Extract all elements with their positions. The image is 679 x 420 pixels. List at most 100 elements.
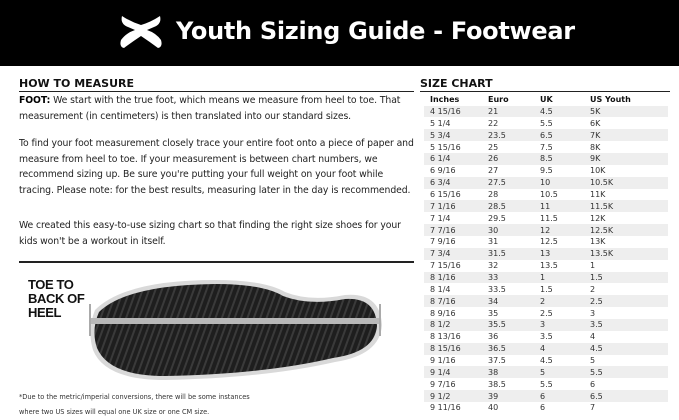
table-cell: 36.5	[488, 344, 506, 354]
table-cell: 31	[488, 237, 499, 247]
column-header: US Youth	[590, 94, 631, 104]
table-row: 7 3/4 31.5 13 13.5K	[424, 247, 668, 260]
table-row: 5 15/16 25 7.5 8K	[424, 141, 668, 153]
table-cell: 7 9/16	[430, 237, 456, 247]
table-cell: 1	[590, 261, 596, 271]
table-cell: 6	[590, 379, 596, 389]
table-cell: 7 7/16	[430, 225, 456, 235]
table-cell: 35.5	[488, 320, 506, 330]
table-row: 8 1/16 33 1 1.5	[424, 271, 668, 284]
table-cell: 9 1/2	[430, 391, 451, 401]
table-row: 8 13/16 36 3.5 4	[424, 331, 668, 343]
table-cell: 2	[590, 284, 596, 294]
label-line: TOE TO	[28, 277, 74, 292]
table-cell: 33.5	[488, 284, 506, 294]
table-cell: 5	[590, 355, 596, 365]
table-cell: 7 1/16	[430, 201, 456, 211]
column-header: UK	[540, 94, 553, 104]
table-cell: 4	[590, 332, 596, 342]
table-cell: 37.5	[488, 355, 506, 365]
table-cell: 21	[488, 106, 499, 116]
table-cell: 8 15/16	[430, 344, 461, 354]
table-cell: 9K	[590, 154, 601, 164]
footnote: *Due to the metric/imperial conversions,…	[19, 390, 250, 420]
label-line: BACK OF	[28, 291, 85, 306]
divider	[420, 91, 670, 92]
diagram-label: TOE TO BACK OF HEEL	[28, 277, 85, 320]
table-cell: 2.5	[540, 308, 553, 318]
table-cell: 28.5	[488, 201, 506, 211]
table-cell: 11.5K	[590, 201, 614, 211]
table-cell: 7K	[590, 130, 601, 140]
table-cell: 11K	[590, 189, 606, 199]
table-cell: 6	[540, 403, 546, 413]
table-cell: 10K	[590, 166, 606, 176]
table-cell: 8.5	[540, 154, 553, 164]
table-cell: 7 3/4	[430, 249, 451, 259]
table-cell: 28	[488, 189, 499, 199]
table-row: 5 1/4 22 5.5 6K	[424, 117, 668, 129]
sizing-chart-paragraph: We created this easy-to-use sizing chart…	[19, 220, 401, 247]
size-chart-table: Inches Euro UK US Youth 4 15/16 21 4.5 5K 5 …	[424, 93, 668, 414]
footnote-line: where two US sizes will equal one UK siz…	[19, 408, 210, 416]
how-to-measure-heading: HOW TO MEASURE	[19, 77, 135, 90]
table-cell: 12K	[590, 213, 606, 223]
brand-logo-icon	[120, 16, 162, 48]
table-row: 6 1/4 26 8.5 9K	[424, 152, 668, 165]
table-cell: 7 1/4	[430, 213, 451, 223]
table-cell: 4.5	[590, 344, 603, 354]
table-row: 7 7/16 30 12 12.5K	[424, 224, 668, 236]
size-chart-heading: SIZE CHART	[420, 77, 493, 90]
table-row: 5 3/4 23.5 6.5 7K	[424, 129, 668, 142]
table-cell: 11	[540, 201, 551, 211]
table-cell: 36	[488, 332, 499, 342]
table-row: 7 15/16 32 13.5 1	[424, 260, 668, 272]
table-row: 9 11/16 40 6 7	[424, 402, 668, 414]
foot-paragraph: FOOT: We start with the true foot, which…	[19, 93, 414, 124]
table-cell: 5.5	[540, 118, 553, 128]
table-cell: 11.5	[540, 213, 558, 223]
table-cell: 31.5	[488, 249, 506, 259]
table-cell: 3	[590, 308, 596, 318]
table-cell: 4.5	[540, 106, 553, 116]
table-cell: 5 15/16	[430, 142, 461, 152]
table-cell: 13.5	[540, 261, 558, 271]
table-cell: 32	[488, 261, 499, 271]
table-cell: 29.5	[488, 213, 506, 223]
column-header: Inches	[430, 94, 460, 104]
table-cell: 10	[540, 178, 551, 188]
table-row: 8 1/4 33.5 1.5 2	[424, 283, 668, 295]
table-cell: 40	[488, 403, 499, 413]
table-row: 9 1/2 39 6 6.5	[424, 390, 668, 402]
table-cell: 3.5	[540, 332, 553, 342]
table-cell: 13.5K	[590, 249, 614, 259]
table-row: 8 15/16 36.5 4 4.5	[424, 342, 668, 355]
table-cell: 9 1/4	[430, 367, 451, 377]
table-cell: 8 7/16	[430, 296, 456, 306]
table-cell: 1.5	[590, 272, 603, 282]
table-cell: 5	[540, 367, 546, 377]
page-title: Youth Sizing Guide - Footwear	[176, 17, 575, 45]
table-cell: 5.5	[540, 379, 553, 389]
table-row: 6 15/16 28 10.5 11K	[424, 189, 668, 201]
table-cell: 9 7/16	[430, 379, 456, 389]
table-cell: 6 9/16	[430, 166, 456, 176]
divider	[19, 91, 414, 92]
table-cell: 10.5K	[590, 178, 614, 188]
header-banner: Youth Sizing Guide - Footwear	[0, 0, 679, 66]
table-cell: 6K	[590, 118, 601, 128]
table-cell: 12.5K	[590, 225, 614, 235]
table-cell: 8 1/2	[430, 320, 451, 330]
table-cell: 3	[540, 320, 546, 330]
table-cell: 26	[488, 154, 499, 164]
table-cell: 5.5	[590, 367, 603, 377]
table-cell: 9.5	[540, 166, 553, 176]
table-cell: 1	[540, 272, 546, 282]
table-cell: 6 3/4	[430, 178, 451, 188]
table-cell: 12.5	[540, 237, 558, 247]
table-cell: 8 9/16	[430, 308, 456, 318]
table-cell: 4.5	[540, 355, 553, 365]
table-cell: 7.5	[540, 142, 553, 152]
table-cell: 6.5	[590, 391, 603, 401]
table-row: 7 1/4 29.5 11.5 12K	[424, 212, 668, 224]
